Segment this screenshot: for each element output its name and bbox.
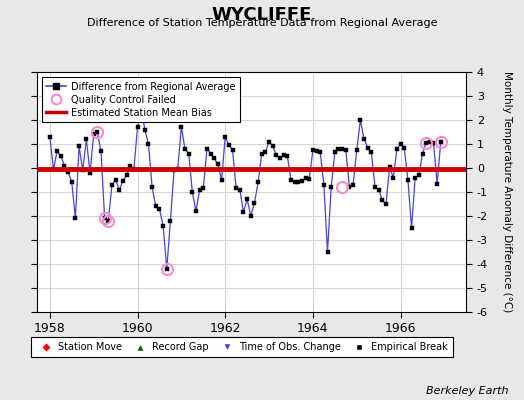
- Y-axis label: Monthly Temperature Anomaly Difference (°C): Monthly Temperature Anomaly Difference (…: [502, 71, 512, 313]
- Text: Berkeley Earth: Berkeley Earth: [426, 386, 508, 396]
- Text: Difference of Station Temperature Data from Regional Average: Difference of Station Temperature Data f…: [87, 18, 437, 28]
- Legend: Difference from Regional Average, Quality Control Failed, Estimated Station Mean: Difference from Regional Average, Qualit…: [41, 77, 240, 122]
- Text: WYCLIFFE: WYCLIFFE: [212, 6, 312, 24]
- Legend: Station Move, Record Gap, Time of Obs. Change, Empirical Break: Station Move, Record Gap, Time of Obs. C…: [31, 338, 453, 357]
